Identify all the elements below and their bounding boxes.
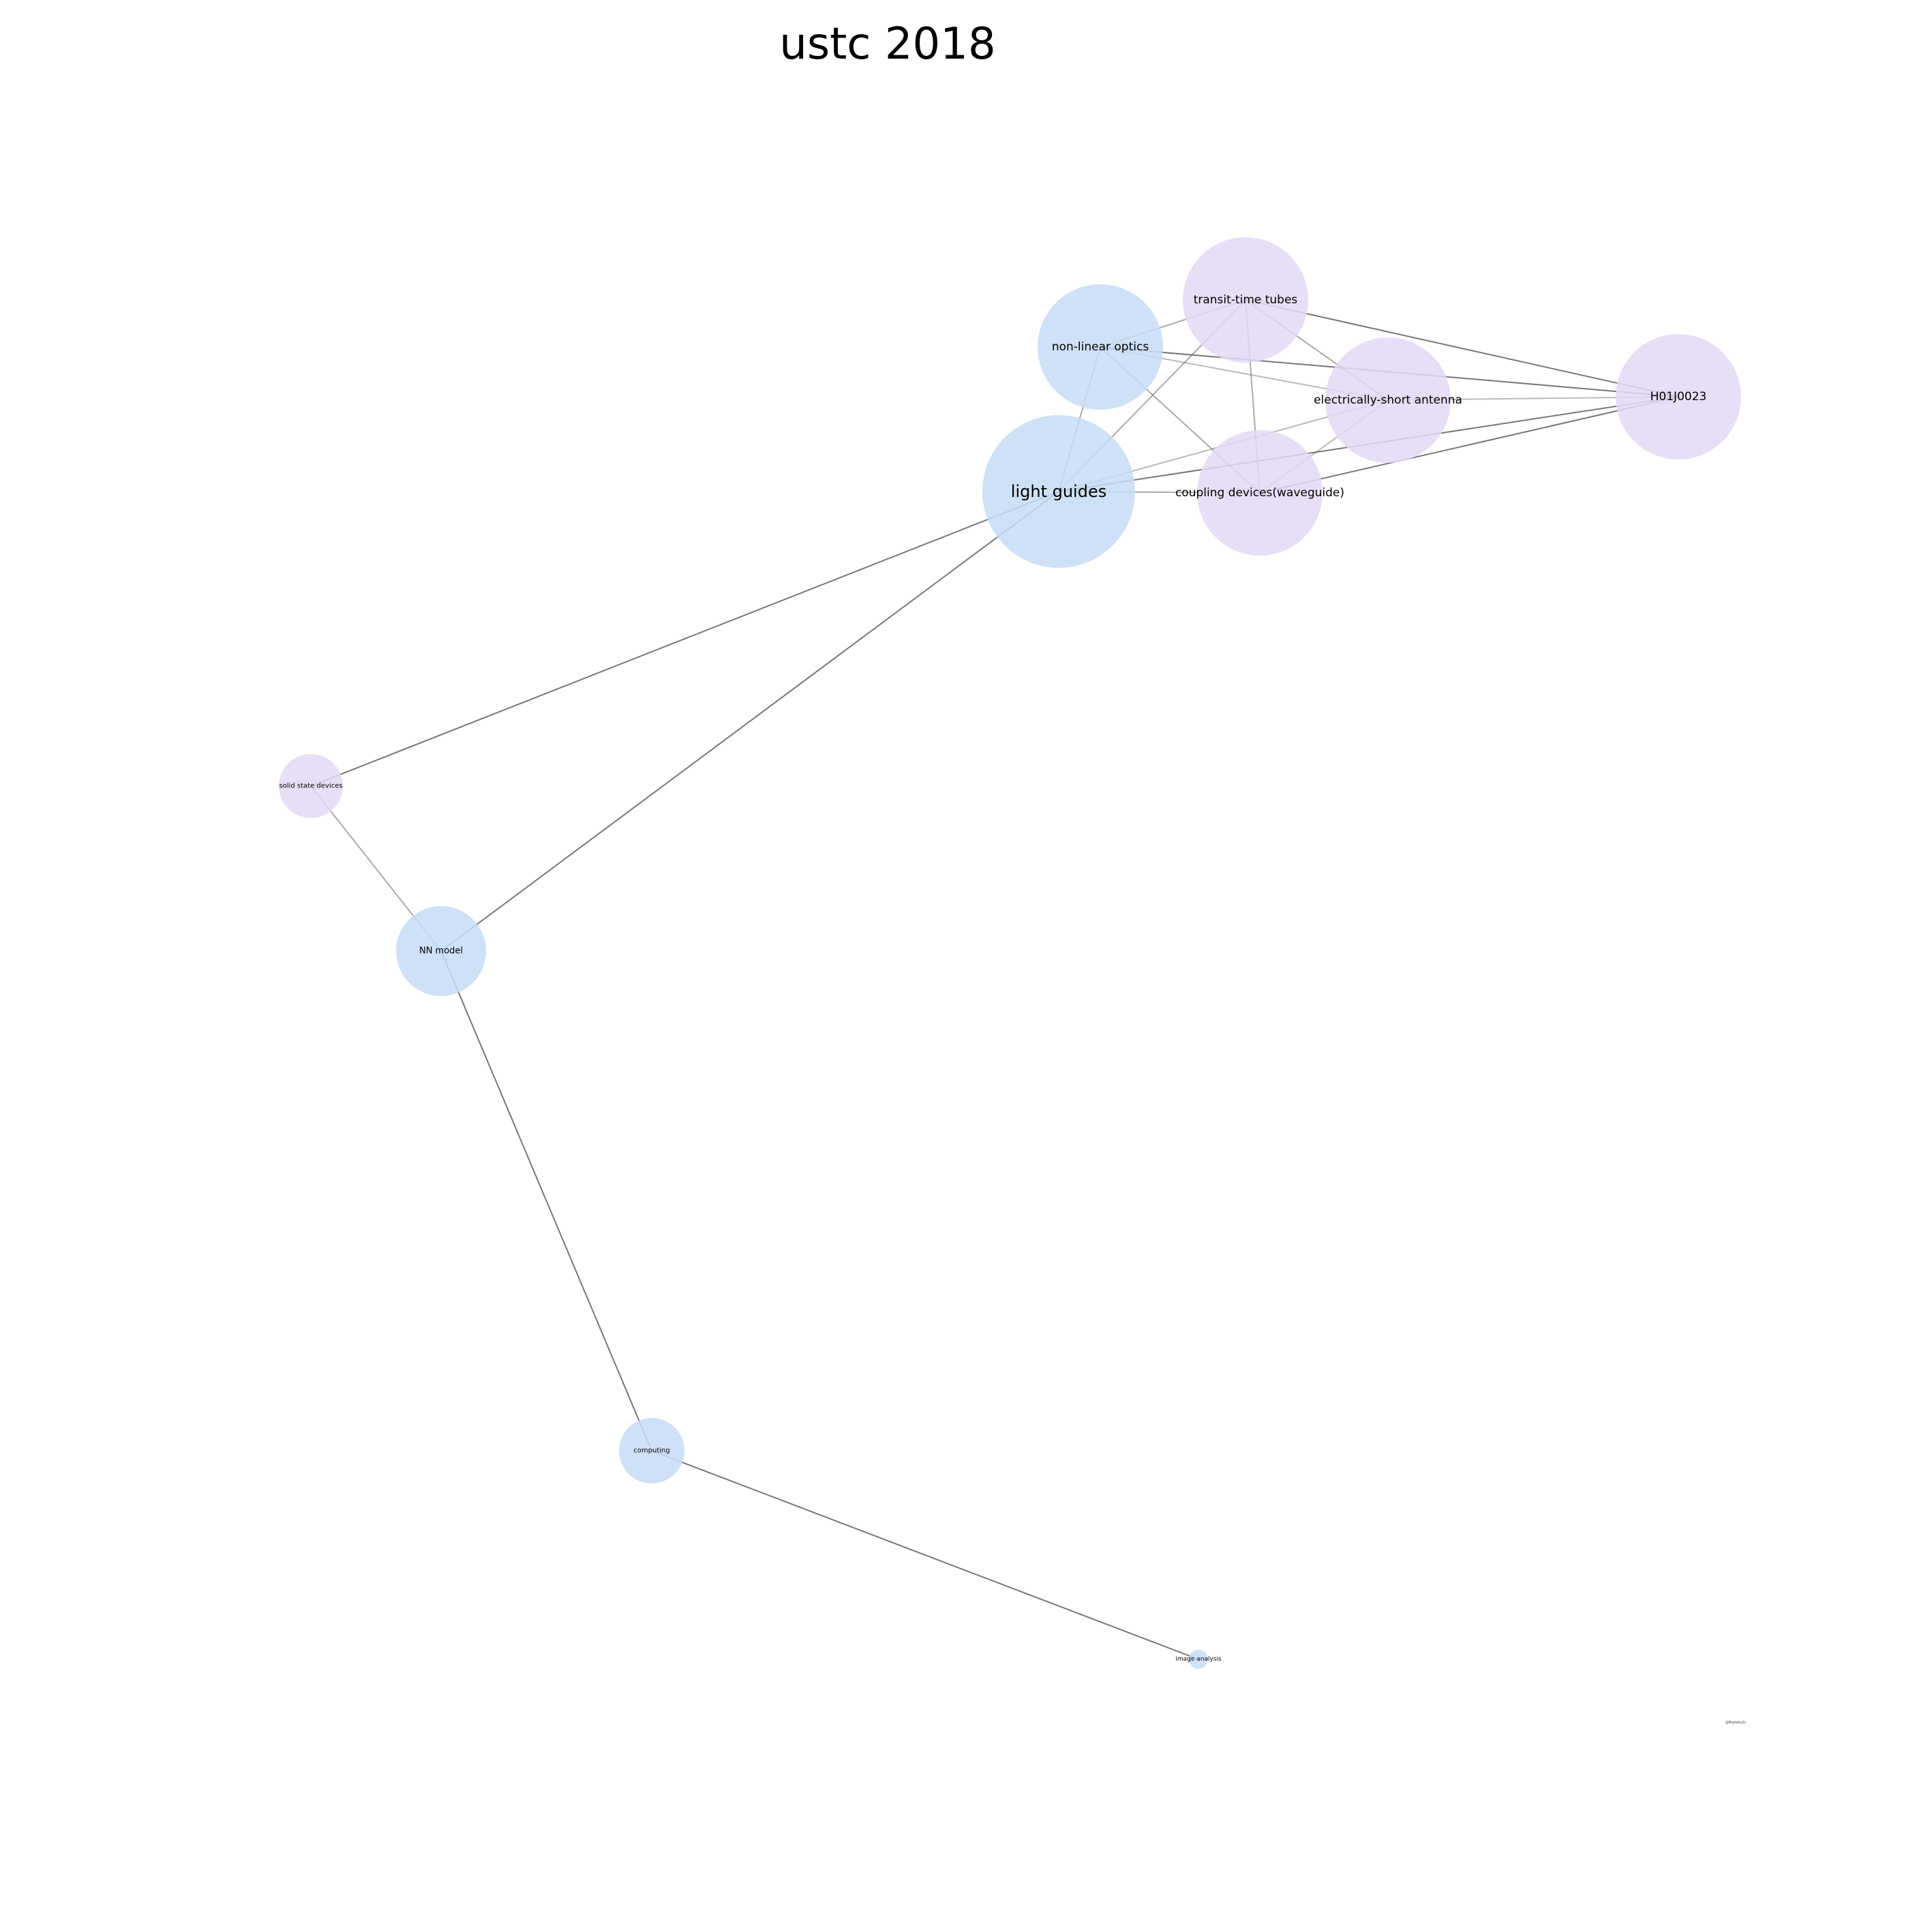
edge-computing-image-analysis xyxy=(651,1450,1199,1660)
node-layer xyxy=(279,237,1741,1669)
node-image-analysis[interactable] xyxy=(1189,1650,1208,1669)
label-layer: light guides non-linear optics transit-tim… xyxy=(280,293,1707,1663)
edge-light-guides-nn-model xyxy=(440,491,1059,952)
node-label-image-analysis: image analysis xyxy=(1175,1656,1222,1663)
node-h01j0023[interactable] xyxy=(1616,334,1741,459)
node-label-nn-model: NN model xyxy=(419,946,463,956)
node-label-light-guides: light guides xyxy=(1011,482,1106,501)
node-label-solid-state-devices: solid state devices xyxy=(280,783,343,790)
node-label-electrically-short-antenna: electrically-short antenna xyxy=(1314,393,1462,407)
edge-transit-time-tubes-h01j0023 xyxy=(1245,299,1679,397)
node-label-coupling-devices-waveguide: coupling devices(waveguide) xyxy=(1175,486,1344,500)
node-label-computing: computing xyxy=(633,1447,669,1455)
node-nn-model[interactable] xyxy=(396,906,486,996)
node-electrically-short-antenna[interactable] xyxy=(1325,337,1451,463)
node-computing[interactable] xyxy=(619,1418,684,1483)
node-transit-time-tubes[interactable] xyxy=(1183,237,1308,363)
node-light-guides[interactable] xyxy=(982,415,1135,568)
node-coupling-devices-waveguide[interactable] xyxy=(1197,430,1323,556)
edge-coupling-devices-waveguide-h01j0023 xyxy=(1259,396,1679,494)
node-label-transit-time-tubes: transit-time tubes xyxy=(1194,293,1298,307)
watermark-text: @Bigdata2u xyxy=(1725,1721,1747,1725)
node-solid-state-devices[interactable] xyxy=(279,754,343,818)
node-non-linear-optics[interactable] xyxy=(1038,284,1163,410)
node-label-h01j0023: H01J0023 xyxy=(1650,390,1707,404)
edge-light-guides-solid-state-devices xyxy=(310,491,1059,787)
graph-title: ustc 2018 xyxy=(779,19,996,70)
edge-nn-model-computing xyxy=(440,950,652,1451)
node-label-non-linear-optics: non-linear optics xyxy=(1052,340,1149,354)
